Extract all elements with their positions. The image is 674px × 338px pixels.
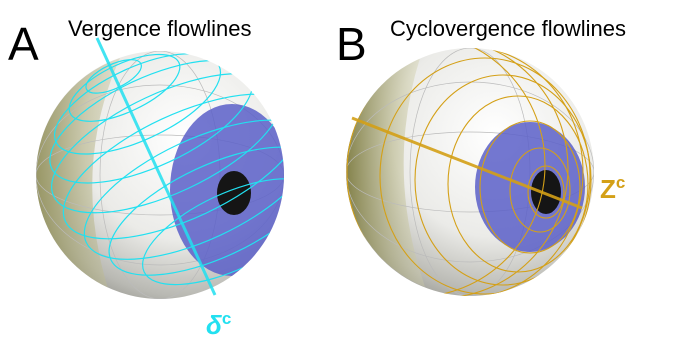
axis-symbol: δ (206, 310, 222, 338)
figure: A Vergence flowlines δc B Cyclovergence … (0, 0, 674, 338)
axis-superscript: c (616, 173, 625, 192)
axis-label: Zc (600, 173, 625, 204)
panel-title: Vergence flowlines (68, 16, 251, 41)
panel-letter: B (336, 18, 367, 70)
axis-symbol: Z (600, 174, 616, 204)
eyeball-a (13, 0, 350, 327)
axis-label: δc (206, 309, 231, 338)
eyeball-b (285, 33, 594, 298)
axis-superscript: c (222, 309, 231, 328)
panel-letter: A (8, 18, 39, 70)
panel-title: Cyclovergence flowlines (390, 16, 626, 41)
